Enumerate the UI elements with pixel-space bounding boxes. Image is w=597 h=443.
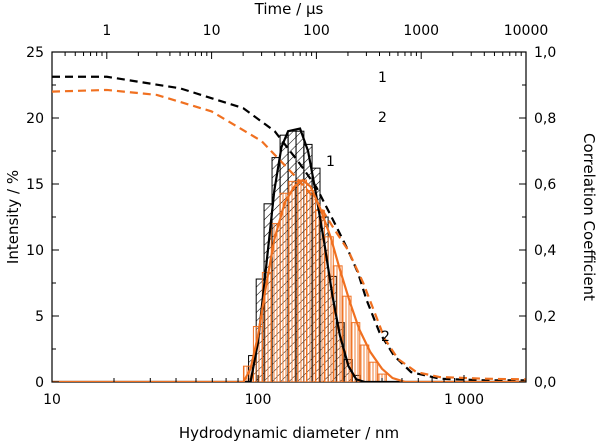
y-right-tick-label-5: 1,0 [534,45,556,61]
x-tick-label-1: 100 [245,392,272,408]
x-top-axis-title: Time / µs [254,0,324,18]
distribution-curve-2 [52,178,526,382]
x-top-tick-label-1: 10 [203,23,221,39]
y-axis-title: Intensity / % [4,170,22,264]
y-right-tick-label-0: 0,0 [534,375,556,391]
legend-label-2: 2 [378,110,387,126]
x-top-tick-label-3: 1000 [403,23,439,39]
y-tick-label-0: 0 [35,375,44,391]
y-tick-label-3: 15 [26,177,44,193]
y-tick-label-1: 5 [35,309,44,325]
y-right-tick-label-3: 0,6 [534,177,556,193]
histogram-bar-series-2-7 [306,190,316,382]
correlation-curve-2 [52,88,526,381]
distribution-curve-1 [52,127,526,382]
x-tick-label-2: 1 000 [444,392,484,408]
correlation-curve-1 [52,75,526,382]
y-right-tick-label-1: 0,2 [534,309,556,325]
x-top-tick-label-4: 10000 [504,23,549,39]
y-tick-label-2: 10 [26,243,44,259]
x-tick-label-0: 10 [43,392,61,408]
y-right-tick-label-4: 0,8 [534,111,556,127]
peak-label-2: 2 [381,329,390,345]
histogram-bar-series-2-5 [288,180,299,382]
y-tick-label-4: 20 [26,111,44,127]
y-right-tick-label-2: 0,4 [534,243,556,259]
x-axis-title: Hydrodynamic diameter / nm [179,424,399,442]
y-tick-label-5: 25 [26,45,44,61]
histogram-bar-series-2-14 [368,361,379,382]
legend-label-1: 1 [378,70,387,86]
peak-label-1: 1 [326,154,335,170]
x-top-tick-label-2: 100 [303,23,330,39]
histogram-bar-series-2-13 [359,344,370,382]
histogram-bar-series-2-6 [297,179,308,382]
y-right-axis-title: Correlation Coefficient [580,133,597,301]
histogram-bar-series-2-4 [279,192,290,382]
axes-layer: 10 100 1 000 1 10 100 1000 10000 0 5 10 15 20 25 0,0 0,… [26,23,556,408]
x-top-tick-label-0: 1 [102,23,111,39]
curves-layer [52,75,526,382]
